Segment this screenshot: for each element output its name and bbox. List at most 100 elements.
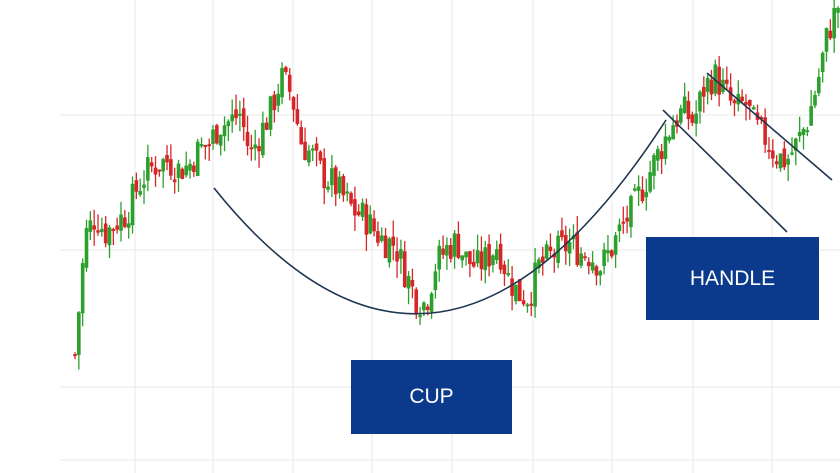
candle xyxy=(709,69,714,101)
candle-body xyxy=(146,157,150,181)
candle-body xyxy=(583,256,587,259)
candle-body xyxy=(261,122,265,156)
handle-label-box: HANDLE xyxy=(646,237,819,320)
candle-body xyxy=(682,96,687,113)
candle xyxy=(445,237,449,270)
candle-body xyxy=(115,225,119,230)
candle xyxy=(702,76,706,113)
candle-body xyxy=(471,261,476,267)
candle-body xyxy=(767,149,771,152)
candle-body xyxy=(341,175,346,196)
candle xyxy=(257,138,261,168)
candle-body xyxy=(636,186,641,191)
candle-body xyxy=(502,264,507,275)
candle xyxy=(460,255,465,268)
candle xyxy=(176,159,181,192)
candle xyxy=(629,194,633,238)
candle xyxy=(717,56,721,107)
candle xyxy=(222,116,227,152)
candle xyxy=(556,230,560,269)
candle-body xyxy=(690,114,695,123)
candle-body xyxy=(655,149,660,161)
candle xyxy=(268,95,273,137)
candle xyxy=(341,173,346,202)
candle-body xyxy=(774,161,779,165)
candle-body xyxy=(291,97,296,110)
candle xyxy=(598,269,603,286)
candle-body xyxy=(491,255,495,266)
candle xyxy=(464,251,468,266)
candle xyxy=(153,156,158,187)
candle xyxy=(234,94,238,126)
candle xyxy=(690,111,695,126)
candle-body xyxy=(195,141,200,177)
candle xyxy=(537,257,541,274)
candle xyxy=(184,151,188,178)
candle xyxy=(284,65,288,75)
candle xyxy=(771,139,775,168)
candle xyxy=(621,206,626,234)
candle xyxy=(502,260,507,287)
candle-body xyxy=(422,302,426,311)
cup-label-text: CUP xyxy=(409,385,454,408)
candle xyxy=(207,138,211,161)
candle-body xyxy=(414,289,419,314)
candle-body xyxy=(640,189,645,202)
candle xyxy=(119,201,123,242)
candle-body xyxy=(387,238,392,263)
candle-body xyxy=(257,145,261,152)
candle xyxy=(613,232,618,268)
candle xyxy=(525,302,530,313)
candle xyxy=(88,211,93,240)
candle xyxy=(349,191,353,207)
candle xyxy=(356,204,361,217)
candle-body xyxy=(203,144,208,147)
candle xyxy=(521,290,526,307)
candle-body xyxy=(778,153,783,169)
candle-body xyxy=(510,278,514,296)
candle-body xyxy=(560,230,564,238)
candle-body xyxy=(445,245,449,256)
candle-body xyxy=(713,64,718,94)
candle xyxy=(84,219,89,272)
candle xyxy=(437,239,442,282)
candle xyxy=(583,252,587,261)
candle-body xyxy=(345,191,350,194)
candle xyxy=(632,183,637,192)
candle xyxy=(617,218,622,243)
candle xyxy=(640,176,645,204)
candle-body xyxy=(540,256,545,263)
candle-body xyxy=(748,100,752,106)
candle xyxy=(368,205,373,235)
candle xyxy=(625,205,629,234)
candle xyxy=(387,237,392,268)
candle xyxy=(652,152,656,190)
candle xyxy=(249,134,254,161)
candle-body xyxy=(349,192,353,204)
candle xyxy=(579,247,583,269)
candle-body xyxy=(702,86,706,97)
candle-body xyxy=(556,235,560,263)
candle-body xyxy=(567,242,572,254)
candle xyxy=(395,237,399,279)
candle-body xyxy=(372,218,376,232)
candle-body xyxy=(678,108,683,123)
candle xyxy=(276,83,281,113)
candle xyxy=(483,240,488,284)
candle-body xyxy=(632,188,637,191)
candle xyxy=(732,98,737,117)
candle xyxy=(491,253,495,273)
candle-body xyxy=(548,246,553,252)
candle xyxy=(479,236,484,281)
candle-body xyxy=(249,147,254,150)
candle-body xyxy=(268,96,273,130)
candle xyxy=(456,221,461,260)
candle-body xyxy=(222,125,227,137)
candle-body xyxy=(330,168,334,186)
candle-body xyxy=(629,196,633,228)
candle xyxy=(123,210,127,229)
candle-body xyxy=(169,159,173,176)
candle-body xyxy=(276,93,281,106)
candle xyxy=(540,246,545,276)
